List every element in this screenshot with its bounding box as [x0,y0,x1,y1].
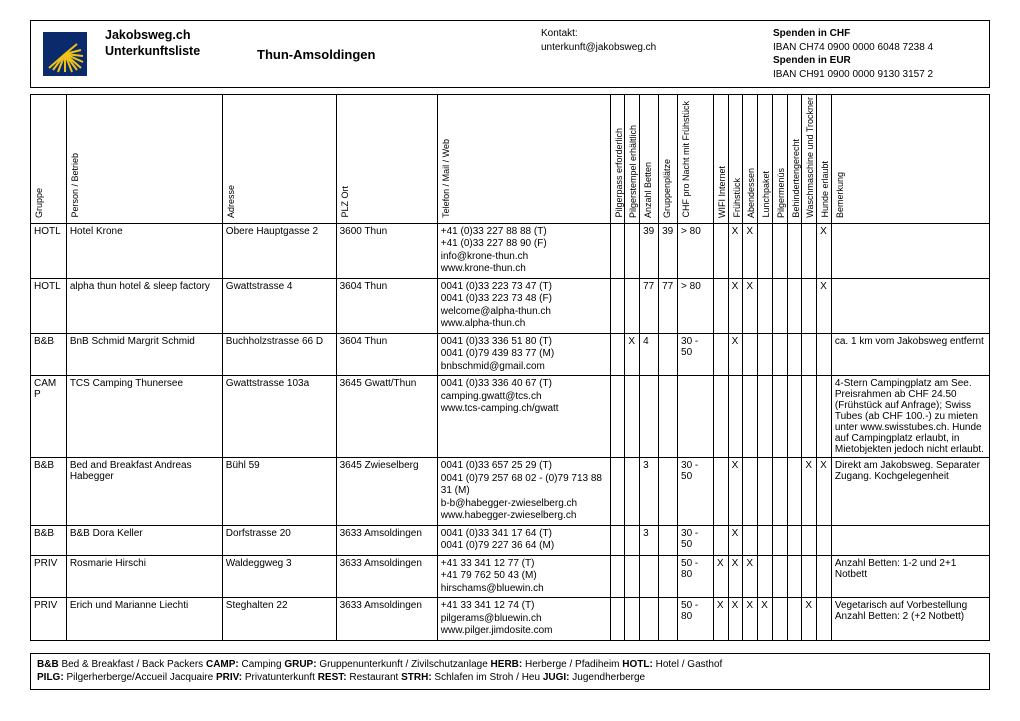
donate-chf-label: Spenden in CHF [773,27,983,41]
col-gruppen: Gruppenplätze [662,159,672,218]
site-title: Jakobsweg.ch [105,27,245,43]
col-waschen: Waschmaschine und Trockner [805,97,815,218]
table-row: B&BBed and Breakfast Andreas HabeggerBüh… [31,458,990,526]
col-menu: Pilgermenüs [776,168,786,218]
legend-line-2: PILG: Pilgerherberge/Accueil Jacquaire P… [37,671,983,685]
table-row: PRIVRosmarie HirschiWaldeggweg 33633 Ams… [31,555,990,598]
route-name: Thun-Amsoldingen [251,21,535,87]
contact-block: Kontakt: unterkunft@jakobsweg.ch [535,21,767,87]
legend: B&B Bed & Breakfast / Back Packers CAMP:… [30,653,990,690]
table-row: B&BBnB Schmid Margrit SchmidBuchholzstra… [31,333,990,376]
col-preis: CHF pro Nacht mit Frühstück [681,101,691,218]
shell-icon [43,32,87,76]
table-row: CAMPTCS Camping ThunerseeGwattstrasse 10… [31,376,990,458]
col-gruppe: Gruppe [34,188,44,218]
col-lunchpaket: Lunchpaket [761,171,771,218]
col-behindert: Behindertengerecht [791,139,801,218]
donate-eur-iban: IBAN CH91 0900 0000 9130 3157 2 [773,68,983,82]
col-abendessen: Abendessen [746,168,756,218]
col-stempel: Pilgerstempel erhältlich [628,125,638,218]
table-row: HOTLalpha thun hotel & sleep factoryGwat… [31,278,990,333]
contact-email: unterkunft@jakobsweg.ch [541,41,761,55]
col-adresse: Adresse [226,185,236,218]
col-betten: Anzahl Betten [643,162,653,218]
subtitle: Unterkunftsliste [105,43,245,59]
title-block: Jakobsweg.ch Unterkunftsliste [99,21,251,87]
legend-line-1: B&B Bed & Breakfast / Back Packers CAMP:… [37,658,983,672]
table-row: HOTLHotel KroneObere Hauptgasse 23600 Th… [31,223,990,278]
col-bemerkung: Bemerkung [835,172,845,218]
donation-block: Spenden in CHF IBAN CH74 0900 0000 6048 … [767,21,989,87]
col-pilgerpass: Pilgerpass erforderlich [614,128,624,218]
col-tel: Telefon / Mail / Web [441,139,451,218]
donate-eur-label: Spenden in EUR [773,54,983,68]
table-header: Gruppe Person / Betrieb Adresse PLZ Ort … [31,95,990,224]
table-body: HOTLHotel KroneObere Hauptgasse 23600 Th… [31,223,990,640]
accommodation-table: Gruppe Person / Betrieb Adresse PLZ Ort … [30,94,990,641]
table-row: PRIVErich und Marianne LiechtiSteghalten… [31,598,990,641]
col-plz: PLZ Ort [340,186,350,218]
logo [31,21,99,87]
col-hunde: Hunde erlaubt [820,161,830,218]
table-row: B&BB&B Dora KellerDorfstrasse 203633 Ams… [31,525,990,555]
col-person: Person / Betrieb [70,153,80,218]
donate-chf-iban: IBAN CH74 0900 0000 6048 7238 4 [773,41,983,55]
header: Jakobsweg.ch Unterkunftsliste Thun-Amsol… [30,20,990,88]
col-wifi: WIFI Internet [717,166,727,218]
contact-label: Kontakt: [541,27,761,41]
col-fruehstueck: Frühstück [732,178,742,218]
